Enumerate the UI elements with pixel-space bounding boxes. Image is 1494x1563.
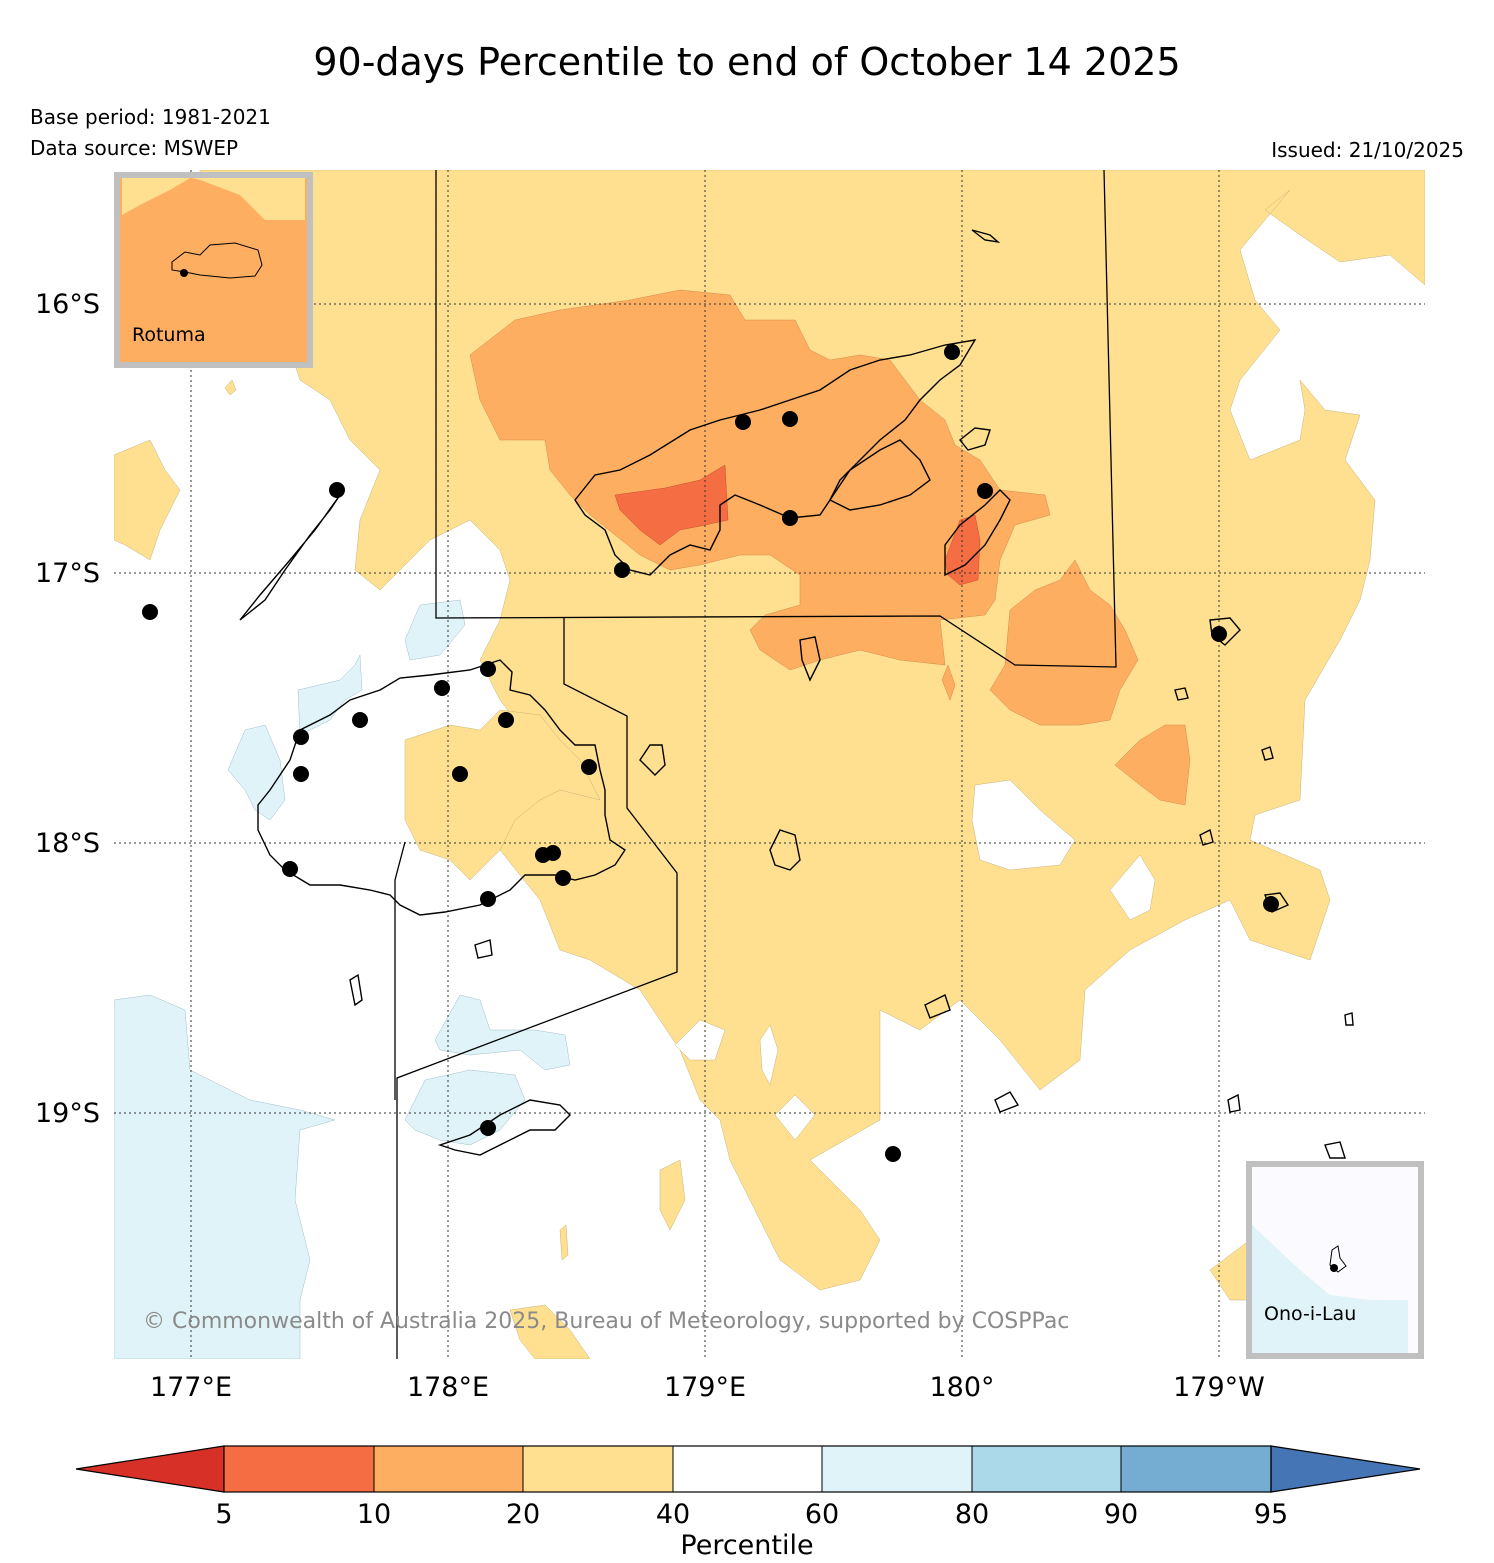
- field-20-40-islet: [224, 379, 237, 396]
- lat-label-19s: 19°S: [35, 1098, 100, 1129]
- field-20-40-vitilevu: [404, 709, 601, 881]
- lon-label-178e: 178°E: [407, 1372, 489, 1403]
- hole-40-60-e: [674, 1019, 726, 1061]
- lon-label-180: 180°: [929, 1372, 994, 1403]
- colorbar-tick-10: 10: [357, 1499, 391, 1530]
- latitude-labels: 16°S 17°S 18°S 19°S: [35, 289, 100, 1129]
- colorbar-tick-40: 40: [656, 1499, 690, 1530]
- island-taveuni: [944, 489, 1011, 577]
- island-yasawa: [239, 494, 341, 621]
- colorbar-5-10: [224, 1446, 374, 1492]
- lat-label-17s: 17°S: [35, 558, 100, 589]
- lon-label-177e: 177°E: [150, 1372, 232, 1403]
- colorbar-tick-20: 20: [506, 1499, 540, 1530]
- colorbar-tick-80: 80: [955, 1499, 989, 1530]
- colorbar-tick-95: 95: [1254, 1499, 1288, 1530]
- data-source: Data source: MSWEP: [30, 136, 239, 160]
- field-10-20-main: [469, 289, 1051, 671]
- island-lau-6: [994, 1091, 1020, 1113]
- field-20-40-south3: [509, 1304, 591, 1359]
- island-lau-8: [1324, 1141, 1346, 1159]
- island-lau-7: [1227, 1093, 1241, 1113]
- field-20-40-south: [659, 1159, 686, 1231]
- colorbar-over: [1270, 1445, 1421, 1493]
- field-20-40-west: [114, 439, 181, 561]
- island-lau-10: [349, 973, 363, 1007]
- colorbar-80-90: [972, 1446, 1121, 1492]
- field-10-20-se: [1114, 724, 1191, 806]
- lon-label-179e: 179°E: [664, 1372, 746, 1403]
- inset-rotuma: Rotuma: [114, 172, 313, 368]
- map-title: 90-days Percentile to end of October 14 …: [313, 40, 1181, 84]
- field-60-80-c: [227, 724, 286, 821]
- island-lau-4: [1199, 828, 1214, 846]
- gridlines: [114, 170, 1425, 1359]
- field-60-80-west: [114, 994, 336, 1359]
- inset-ono-i-lau: Ono-i-Lau: [1246, 1161, 1424, 1359]
- island-lau-5: [924, 994, 951, 1019]
- colorbar-10-20: [374, 1446, 523, 1492]
- hole-40-60-a: [971, 779, 1076, 871]
- base-period: Base period: 1981-2021: [30, 105, 271, 129]
- island-gau: [769, 829, 801, 871]
- colorbar: 5 10 20 40 60 80 90 95 Percentile: [75, 1445, 1421, 1561]
- colorbar-90-95: [1121, 1446, 1271, 1492]
- island-vanua-levu: [574, 339, 977, 576]
- lon-label-179w: 179°W: [1173, 1372, 1265, 1403]
- map-area: [114, 170, 1425, 1359]
- island-lau-3: [1174, 687, 1189, 701]
- island-lau-12: [1261, 746, 1274, 761]
- island-viti-levu: [257, 659, 626, 916]
- colorbar-tick-90: 90: [1104, 1499, 1138, 1530]
- field-20-40: [199, 170, 1425, 1291]
- field-10-20-islet: [941, 664, 956, 701]
- field-10-20-east: [989, 559, 1139, 726]
- island-lau-9: [971, 229, 1001, 244]
- hole-40-60-c: [774, 1094, 816, 1141]
- region-boundaries: [394, 170, 1117, 1359]
- colorbar-40-60: [673, 1446, 822, 1492]
- colorbar-tick-5: 5: [215, 1499, 232, 1530]
- island-natewa: [828, 439, 931, 511]
- field-20-40-south2: [559, 1224, 569, 1261]
- colorbar-60-80: [822, 1446, 972, 1492]
- lat-label-16s: 16°S: [35, 289, 100, 320]
- copyright-notice: © Commonwealth of Australia 2025, Bureau…: [143, 1309, 1069, 1334]
- colorbar-under: [75, 1445, 225, 1493]
- station-dots: [142, 344, 1279, 1162]
- colorbar-20-40: [523, 1446, 673, 1492]
- colorbar-title: Percentile: [680, 1530, 813, 1561]
- island-koro: [799, 636, 821, 682]
- coastlines: [239, 229, 1354, 1159]
- island-ovalau: [639, 744, 666, 776]
- island-lau-11: [474, 939, 493, 959]
- island-lau-13: [1344, 1012, 1354, 1026]
- field-60-80-b: [297, 654, 363, 736]
- colorbar-tick-60: 60: [805, 1499, 839, 1530]
- lat-label-18s: 18°S: [35, 828, 100, 859]
- field-60-80-a: [404, 599, 466, 661]
- issued-date: Issued: 21/10/2025: [1271, 138, 1464, 162]
- island-qamea: [959, 427, 991, 451]
- inset-ono-i-lau-label: Ono-i-Lau: [1264, 1303, 1356, 1325]
- longitude-labels: 177°E 178°E 179°E 180° 179°W: [150, 1372, 1265, 1403]
- inset-rotuma-label: Rotuma: [132, 324, 206, 346]
- hole-40-60-d: [759, 1024, 779, 1086]
- island-kadavu: [437, 1099, 571, 1156]
- hole-40-60-b: [1109, 854, 1156, 921]
